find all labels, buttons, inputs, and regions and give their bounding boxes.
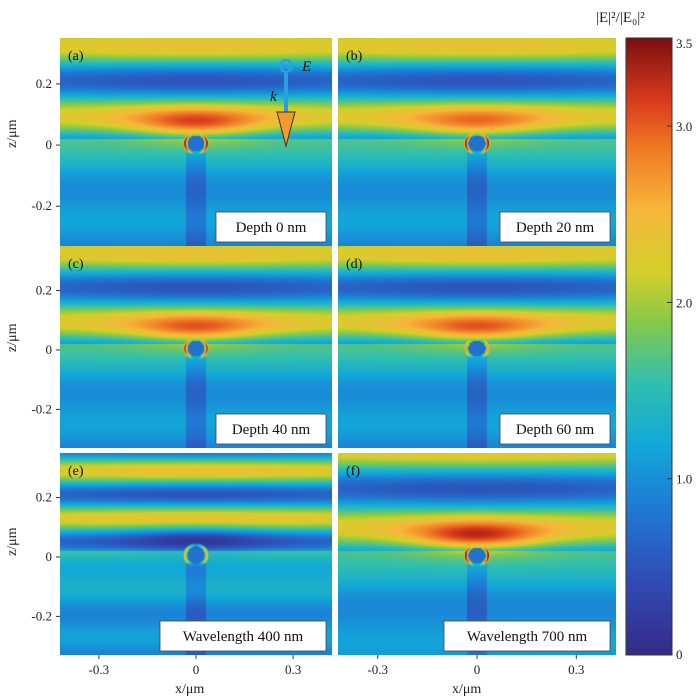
x-tick-label-e-1: 0 bbox=[193, 662, 200, 677]
z-tick-label-e-2: -0.2 bbox=[31, 608, 52, 623]
panel-e: (e) Wavelength 400 nm 0.2 0 -0.2 -0.3 0 0.3 bbox=[31, 453, 332, 677]
inset-k-e-symbol: Ek bbox=[270, 59, 311, 148]
label-box-a bbox=[215, 211, 327, 243]
label-box-c bbox=[215, 413, 327, 445]
label-box-d bbox=[499, 413, 611, 445]
panel-f: (f) Wavelength 700 nm -0.3 0 0.3 bbox=[338, 453, 616, 677]
colorbar-tick-label-4: 3.5 bbox=[676, 36, 692, 51]
z-tick-label-c-2: -0.2 bbox=[31, 401, 52, 416]
x-axis-title-right: x/μm bbox=[452, 682, 481, 697]
z-tick-label-c-0: 0.2 bbox=[36, 283, 52, 298]
colorbar-title: |E|²/|E₀|² bbox=[596, 10, 645, 26]
z-tick-label-c-1: 0 bbox=[46, 342, 53, 357]
colorbar: |E|²/|E₀|² 0 1.0 2.0 3.0 3.5 bbox=[596, 10, 692, 662]
x-tick-label-e-2: 0.3 bbox=[285, 662, 301, 677]
z-tick-label-e-0: 0.2 bbox=[36, 490, 52, 505]
heatmap-b bbox=[338, 38, 616, 246]
label-e: Wavelength 400 nm bbox=[183, 629, 304, 645]
label-box-e bbox=[159, 620, 327, 652]
label-c: Depth 40 nm bbox=[232, 422, 311, 438]
x-tick-label-f-0: -0.3 bbox=[367, 662, 388, 677]
z-axis-title-middle: z/μm bbox=[5, 323, 20, 352]
z-axis-title-top: z/μm bbox=[5, 119, 20, 148]
colorbar-tick-label-0: 0 bbox=[676, 647, 683, 662]
e-field-circle-icon bbox=[279, 59, 293, 73]
colorbar-tick-label-1: 1.0 bbox=[676, 472, 692, 487]
panel-c: (c) Depth 40 nm 0.2 0 -0.2 bbox=[31, 246, 332, 448]
panel-letter-f: (f) bbox=[346, 464, 360, 479]
label-box-b bbox=[499, 211, 611, 243]
panel-a: (a) Depth 0 nm 0.2 0 -0.2 Ek bbox=[31, 38, 332, 246]
x-tick-label-e-0: -0.3 bbox=[89, 662, 110, 677]
z-tick-label-a-2: -0.2 bbox=[31, 198, 52, 213]
panel-letter-c: (c) bbox=[68, 257, 84, 272]
label-box-f bbox=[443, 620, 611, 652]
colorbar-tick-label-3: 3.0 bbox=[676, 119, 692, 134]
k-vector-arrow bbox=[276, 111, 296, 148]
z-tick-label-a-0: 0.2 bbox=[36, 76, 52, 91]
panel-letter-d: (d) bbox=[346, 257, 363, 272]
x-tick-label-f-2: 0.3 bbox=[568, 662, 584, 677]
label-d: Depth 60 nm bbox=[516, 422, 595, 438]
label-a: Depth 0 nm bbox=[236, 220, 307, 236]
panel-letter-a: (a) bbox=[68, 49, 84, 64]
panel-letter-b: (b) bbox=[346, 49, 363, 64]
label-b: Depth 20 nm bbox=[516, 220, 595, 236]
colorbar-gradient bbox=[625, 37, 673, 656]
panel-d: (d) Depth 60 nm bbox=[338, 246, 616, 448]
x-tick-label-f-1: 0 bbox=[474, 662, 481, 677]
e-field-label: E bbox=[301, 59, 311, 75]
e-field-cross-b bbox=[281, 61, 291, 71]
k-vector-label: k bbox=[270, 89, 277, 105]
panel-b: (b) Depth 20 nm bbox=[338, 38, 616, 246]
label-f: Wavelength 700 nm bbox=[467, 629, 588, 645]
x-axis-title-left: x/μm bbox=[175, 682, 204, 697]
z-tick-label-a-1: 0 bbox=[46, 137, 53, 152]
z-axis-title-bottom: z/μm bbox=[5, 527, 20, 556]
colorbar-tick-label-2: 2.0 bbox=[676, 295, 692, 310]
panel-letter-e: (e) bbox=[68, 464, 84, 479]
z-tick-label-e-1: 0 bbox=[46, 549, 53, 564]
